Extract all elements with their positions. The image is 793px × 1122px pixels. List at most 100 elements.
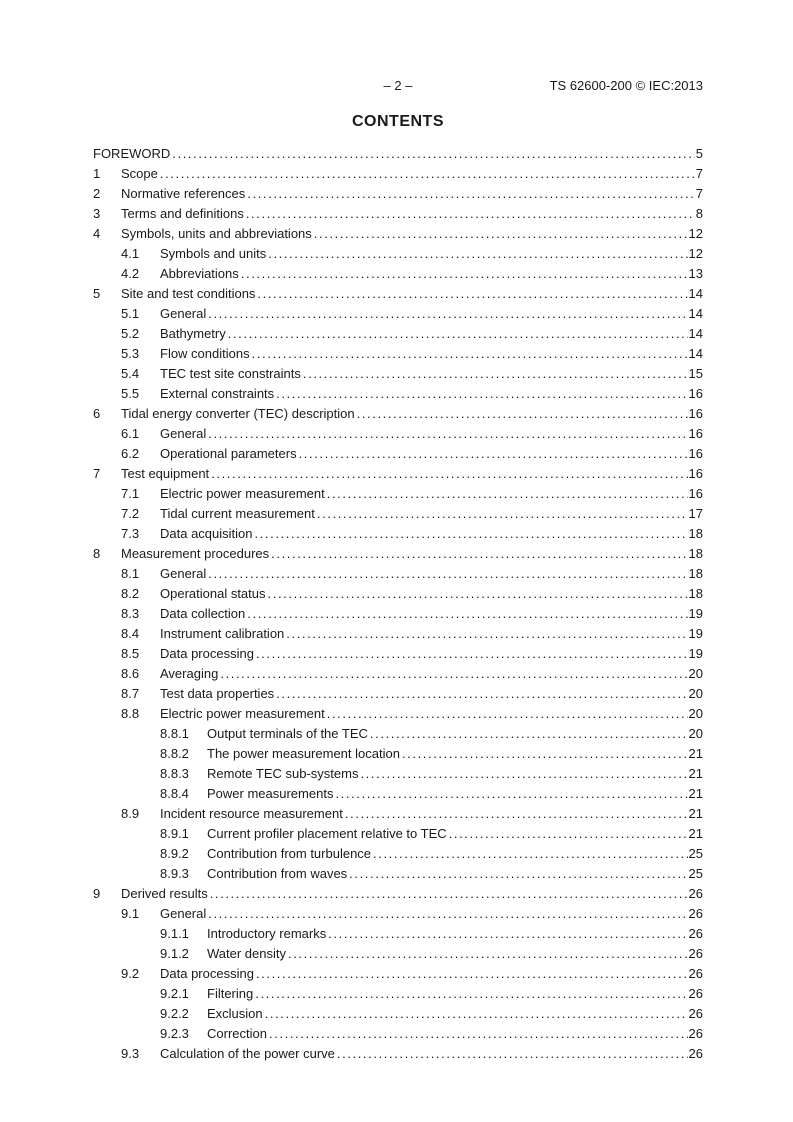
toc-entry[interactable]: 8.8.2 The power measurement location 21 bbox=[93, 744, 703, 764]
toc-dot-leader bbox=[256, 964, 688, 984]
document-reference: TS 62600-200 © IEC:2013 bbox=[549, 78, 703, 93]
toc-entry-label: Data processing bbox=[160, 966, 254, 981]
toc-entry-label: Water density bbox=[207, 946, 286, 961]
toc-entry-number: 8.9.2 bbox=[160, 846, 189, 861]
toc-entry-page: 26 bbox=[688, 1026, 703, 1041]
toc-entry-label: Terms and definitions bbox=[121, 206, 244, 221]
toc-list: FOREWORD 5 1 Scope 7 2 Normative referen… bbox=[93, 144, 703, 1064]
toc-dot-leader bbox=[327, 704, 688, 724]
toc-entry-label: Electric power measurement bbox=[160, 486, 325, 501]
toc-entry[interactable]: 8.3 Data collection 19 bbox=[93, 604, 703, 624]
toc-entry-label: The power measurement location bbox=[207, 746, 400, 761]
toc-entry-page: 18 bbox=[688, 586, 703, 601]
toc-entry[interactable]: 8.9.1 Current profiler placement relativ… bbox=[93, 824, 703, 844]
toc-entry[interactable]: 4 Symbols, units and abbreviations 12 bbox=[93, 224, 703, 244]
toc-entry[interactable]: 8.5 Data processing 19 bbox=[93, 644, 703, 664]
toc-entry-number: 9.2.1 bbox=[160, 986, 189, 1001]
toc-entry-page: 26 bbox=[688, 986, 703, 1001]
toc-entry[interactable]: 8.8 Electric power measurement 20 bbox=[93, 704, 703, 724]
toc-entry[interactable]: 9 Derived results 26 bbox=[93, 884, 703, 904]
toc-entry[interactable]: 9.3 Calculation of the power curve 26 bbox=[93, 1044, 703, 1064]
toc-entry[interactable]: 7.3 Data acquisition 18 bbox=[93, 524, 703, 544]
toc-dot-leader bbox=[276, 684, 687, 704]
toc-entry-page: 14 bbox=[688, 346, 703, 361]
toc-entry[interactable]: 8.9.3 Contribution from waves 25 bbox=[93, 864, 703, 884]
toc-entry-page: 26 bbox=[688, 966, 703, 981]
toc-entry-page: 25 bbox=[688, 846, 703, 861]
toc-entry-page: 7 bbox=[695, 166, 703, 181]
toc-entry[interactable]: 8.9 Incident resource measurement 21 bbox=[93, 804, 703, 824]
toc-entry-page: 20 bbox=[688, 686, 703, 701]
toc-entry-page: 26 bbox=[688, 1006, 703, 1021]
toc-entry[interactable]: 7.1 Electric power measurement 16 bbox=[93, 484, 703, 504]
toc-entry[interactable]: 9.2.3 Correction 26 bbox=[93, 1024, 703, 1044]
toc-entry[interactable]: 9.2 Data processing 26 bbox=[93, 964, 703, 984]
toc-entry[interactable]: 1 Scope 7 bbox=[93, 164, 703, 184]
toc-entry[interactable]: 8.6 Averaging 20 bbox=[93, 664, 703, 684]
toc-entry-label: Averaging bbox=[160, 666, 219, 681]
toc-entry-number: 8 bbox=[93, 546, 101, 561]
toc-entry[interactable]: 6.2 Operational parameters 16 bbox=[93, 444, 703, 464]
toc-entry[interactable]: 5.3 Flow conditions 14 bbox=[93, 344, 703, 364]
toc-entry[interactable]: 5.1 General 14 bbox=[93, 304, 703, 324]
toc-entry-label: Operational parameters bbox=[160, 446, 297, 461]
toc-entry[interactable]: 4.1 Symbols and units 12 bbox=[93, 244, 703, 264]
toc-entry[interactable]: 3 Terms and definitions 8 bbox=[93, 204, 703, 224]
toc-entry-page: 12 bbox=[688, 246, 703, 261]
toc-entry-number: 7.1 bbox=[121, 486, 140, 501]
toc-entry[interactable]: 7.2 Tidal current measurement 17 bbox=[93, 504, 703, 524]
toc-entry[interactable]: FOREWORD 5 bbox=[93, 144, 703, 164]
toc-entry-number: 7.3 bbox=[121, 526, 140, 541]
toc-entry[interactable]: 9.1.2 Water density 26 bbox=[93, 944, 703, 964]
toc-entry[interactable]: 9.2.2 Exclusion 26 bbox=[93, 1004, 703, 1024]
toc-dot-leader bbox=[360, 764, 687, 784]
toc-entry[interactable]: 8.4 Instrument calibration 19 bbox=[93, 624, 703, 644]
toc-entry[interactable]: 8.9.2 Contribution from turbulence 25 bbox=[93, 844, 703, 864]
toc-dot-leader bbox=[256, 644, 688, 664]
toc-entry[interactable]: 5 Site and test conditions 14 bbox=[93, 284, 703, 304]
contents-heading: CONTENTS bbox=[352, 113, 444, 130]
toc-entry[interactable]: 9.2.1 Filtering 26 bbox=[93, 984, 703, 1004]
toc-entry-label: Test data properties bbox=[160, 686, 275, 701]
toc-entry[interactable]: 9.1.1 Introductory remarks 26 bbox=[93, 924, 703, 944]
toc-entry-label: TEC test site constraints bbox=[160, 366, 301, 381]
toc-entry-label: FOREWORD bbox=[93, 146, 171, 161]
toc-entry[interactable]: 8.7 Test data properties 20 bbox=[93, 684, 703, 704]
toc-entry[interactable]: 6.1 General 16 bbox=[93, 424, 703, 444]
toc-entry-label: External constraints bbox=[160, 386, 275, 401]
toc-entry[interactable]: 8 Measurement procedures 18 bbox=[93, 544, 703, 564]
toc-entry-page: 26 bbox=[688, 1046, 703, 1061]
toc-entry[interactable]: 8.8.3 Remote TEC sub-systems 21 bbox=[93, 764, 703, 784]
toc-dot-leader bbox=[246, 204, 695, 224]
toc-entry-label: Calculation of the power curve bbox=[160, 1046, 335, 1061]
toc-entry-label: General bbox=[160, 566, 207, 581]
toc-dot-leader bbox=[252, 344, 688, 364]
toc-entry-number: 8.8.3 bbox=[160, 766, 189, 781]
toc-entry-label: Tidal current measurement bbox=[160, 506, 315, 521]
toc-dot-leader bbox=[335, 784, 687, 804]
toc-entry[interactable]: 8.1 General 18 bbox=[93, 564, 703, 584]
toc-entry-page: 13 bbox=[688, 266, 703, 281]
toc-entry-page: 16 bbox=[688, 446, 703, 461]
toc-entry[interactable]: 8.2 Operational status 18 bbox=[93, 584, 703, 604]
toc-entry-page: 25 bbox=[688, 866, 703, 881]
toc-entry-number: 9.2 bbox=[121, 966, 140, 981]
toc-entry-label: Contribution from waves bbox=[207, 866, 348, 881]
toc-entry[interactable]: 5.2 Bathymetry 14 bbox=[93, 324, 703, 344]
toc-entry[interactable]: 7 Test equipment 16 bbox=[93, 464, 703, 484]
toc-entry[interactable]: 5.5 External constraints 16 bbox=[93, 384, 703, 404]
toc-entry[interactable]: 4.2 Abbreviations 13 bbox=[93, 264, 703, 284]
toc-entry-number: 4 bbox=[93, 226, 101, 241]
toc-entry-number: 8.9 bbox=[121, 806, 140, 821]
toc-entry[interactable]: 2 Normative references 7 bbox=[93, 184, 703, 204]
toc-entry-number: 5 bbox=[93, 286, 101, 301]
toc-dot-leader bbox=[208, 424, 687, 444]
toc-entry[interactable]: 5.4 TEC test site constraints 15 bbox=[93, 364, 703, 384]
toc-entry-label: Measurement procedures bbox=[121, 546, 270, 561]
toc-entry[interactable]: 9.1 General 26 bbox=[93, 904, 703, 924]
toc-entry[interactable]: 8.8.1 Output terminals of the TEC 20 bbox=[93, 724, 703, 744]
toc-entry-page: 12 bbox=[688, 226, 703, 241]
toc-entry[interactable]: 6 Tidal energy converter (TEC) descripti… bbox=[93, 404, 703, 424]
toc-entry-page: 26 bbox=[688, 926, 703, 941]
toc-entry[interactable]: 8.8.4 Power measurements 21 bbox=[93, 784, 703, 804]
